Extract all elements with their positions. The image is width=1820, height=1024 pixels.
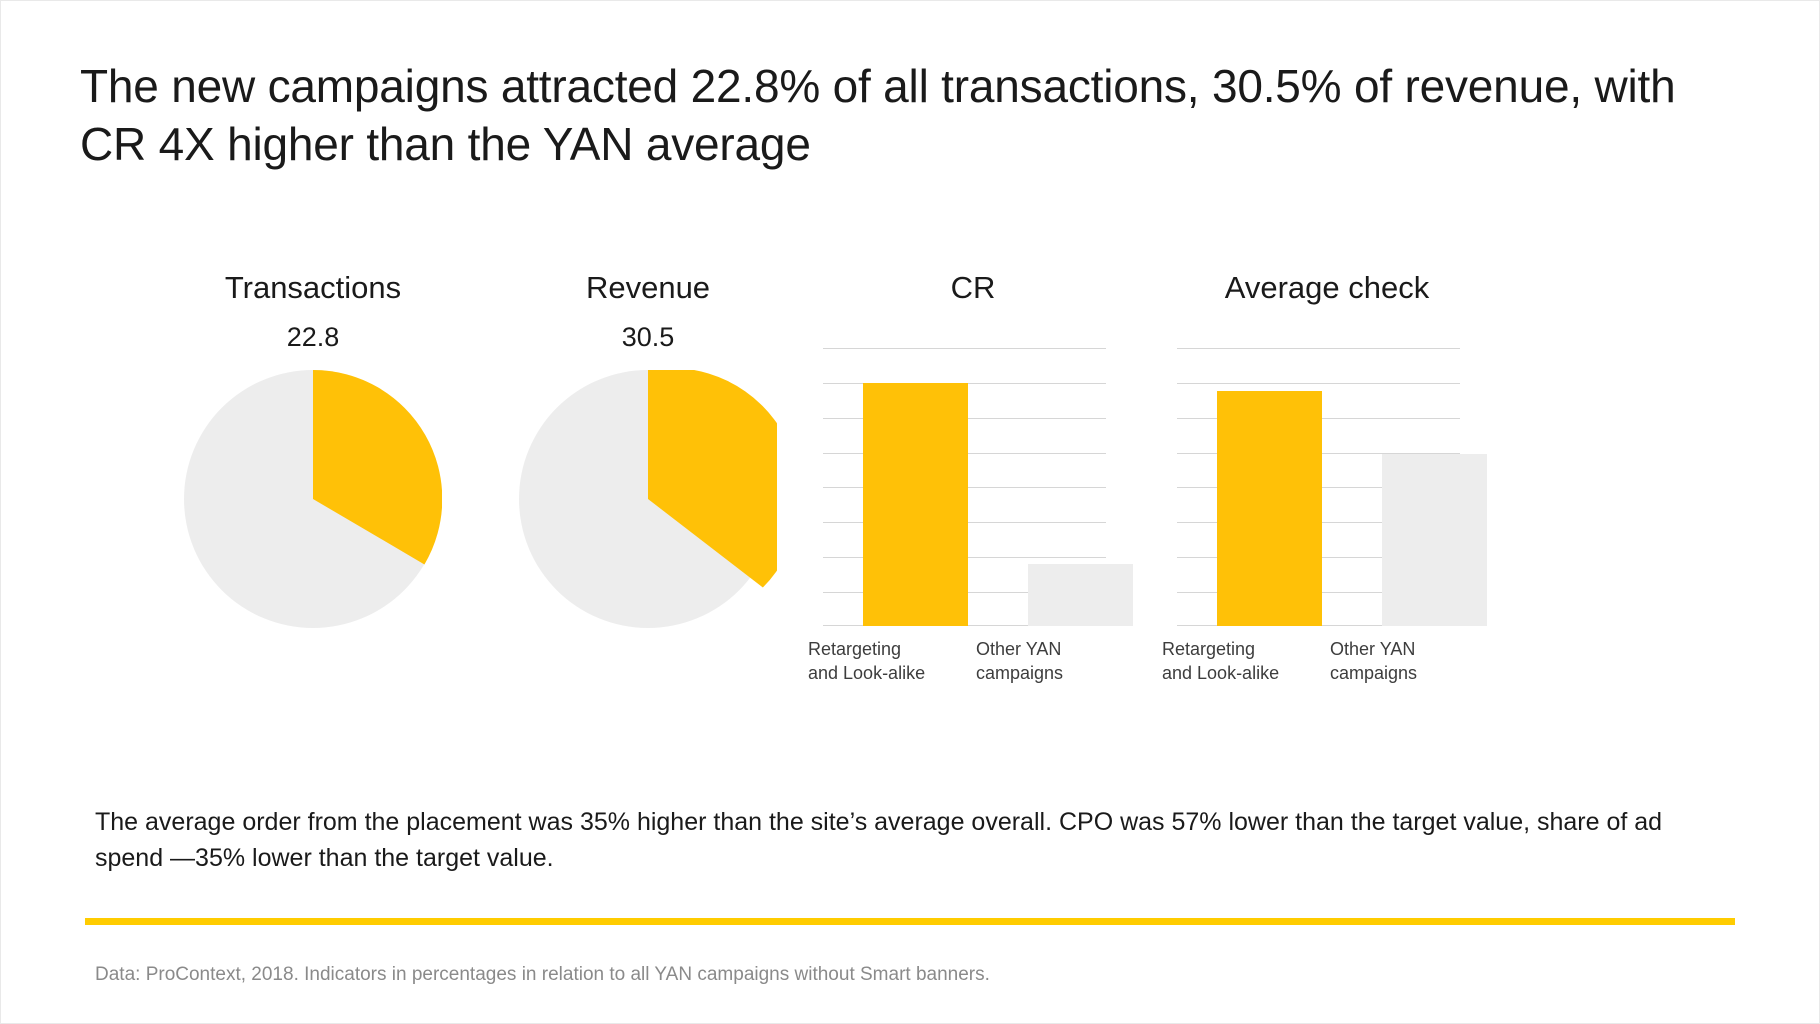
bar-label-other-yan: Other YAN campaigns (976, 639, 1064, 683)
chart-title-revenue: Revenue (585, 270, 711, 305)
bar-plot-cr (823, 348, 1133, 626)
gridline (823, 348, 1106, 349)
chart-title-cr: CR (950, 270, 996, 305)
gridline (1177, 383, 1460, 384)
chart-value-transactions: 22.8 (286, 322, 340, 352)
bar-cr-retargeting (863, 383, 968, 626)
bar-plot-average-check (1177, 348, 1487, 626)
bar-average-check-retargeting (1217, 391, 1322, 626)
accent-divider (85, 918, 1735, 925)
chart-title-average-check: Average check (1224, 270, 1430, 305)
chart-title-transactions: Transactions (224, 270, 402, 305)
bar-average-check-other-yan (1382, 454, 1487, 626)
pie-slice-new-campaigns (648, 370, 777, 588)
gridline (1177, 348, 1460, 349)
bar-axis-labels-cr: Retargeting and Look-alike Other YAN cam… (808, 638, 1136, 698)
chart-value-revenue: 30.5 (621, 322, 675, 352)
bar-label-retargeting: Retargeting and Look-alike (808, 639, 926, 683)
bar-label-retargeting: Retargeting and Look-alike (1162, 639, 1280, 683)
bar-label-other-yan: Other YAN campaigns (1330, 639, 1418, 683)
pie-chart-revenue (519, 370, 777, 628)
bar-axis-labels-average-check: Retargeting and Look-alike Other YAN cam… (1162, 638, 1490, 698)
pie-slice-new-campaigns (313, 370, 442, 565)
charts-row: Transactions 22.8 Revenue 30.5 CR (0, 270, 1820, 720)
bar-cr-other-yan (1028, 564, 1133, 626)
page-title: The new campaigns attracted 22.8% of all… (80, 60, 1676, 170)
pie-chart-transactions (184, 370, 442, 628)
body-paragraph: The average order from the placement was… (95, 808, 1663, 872)
footnote-source: Data: ProContext, 2018. Indicators in pe… (95, 964, 990, 985)
